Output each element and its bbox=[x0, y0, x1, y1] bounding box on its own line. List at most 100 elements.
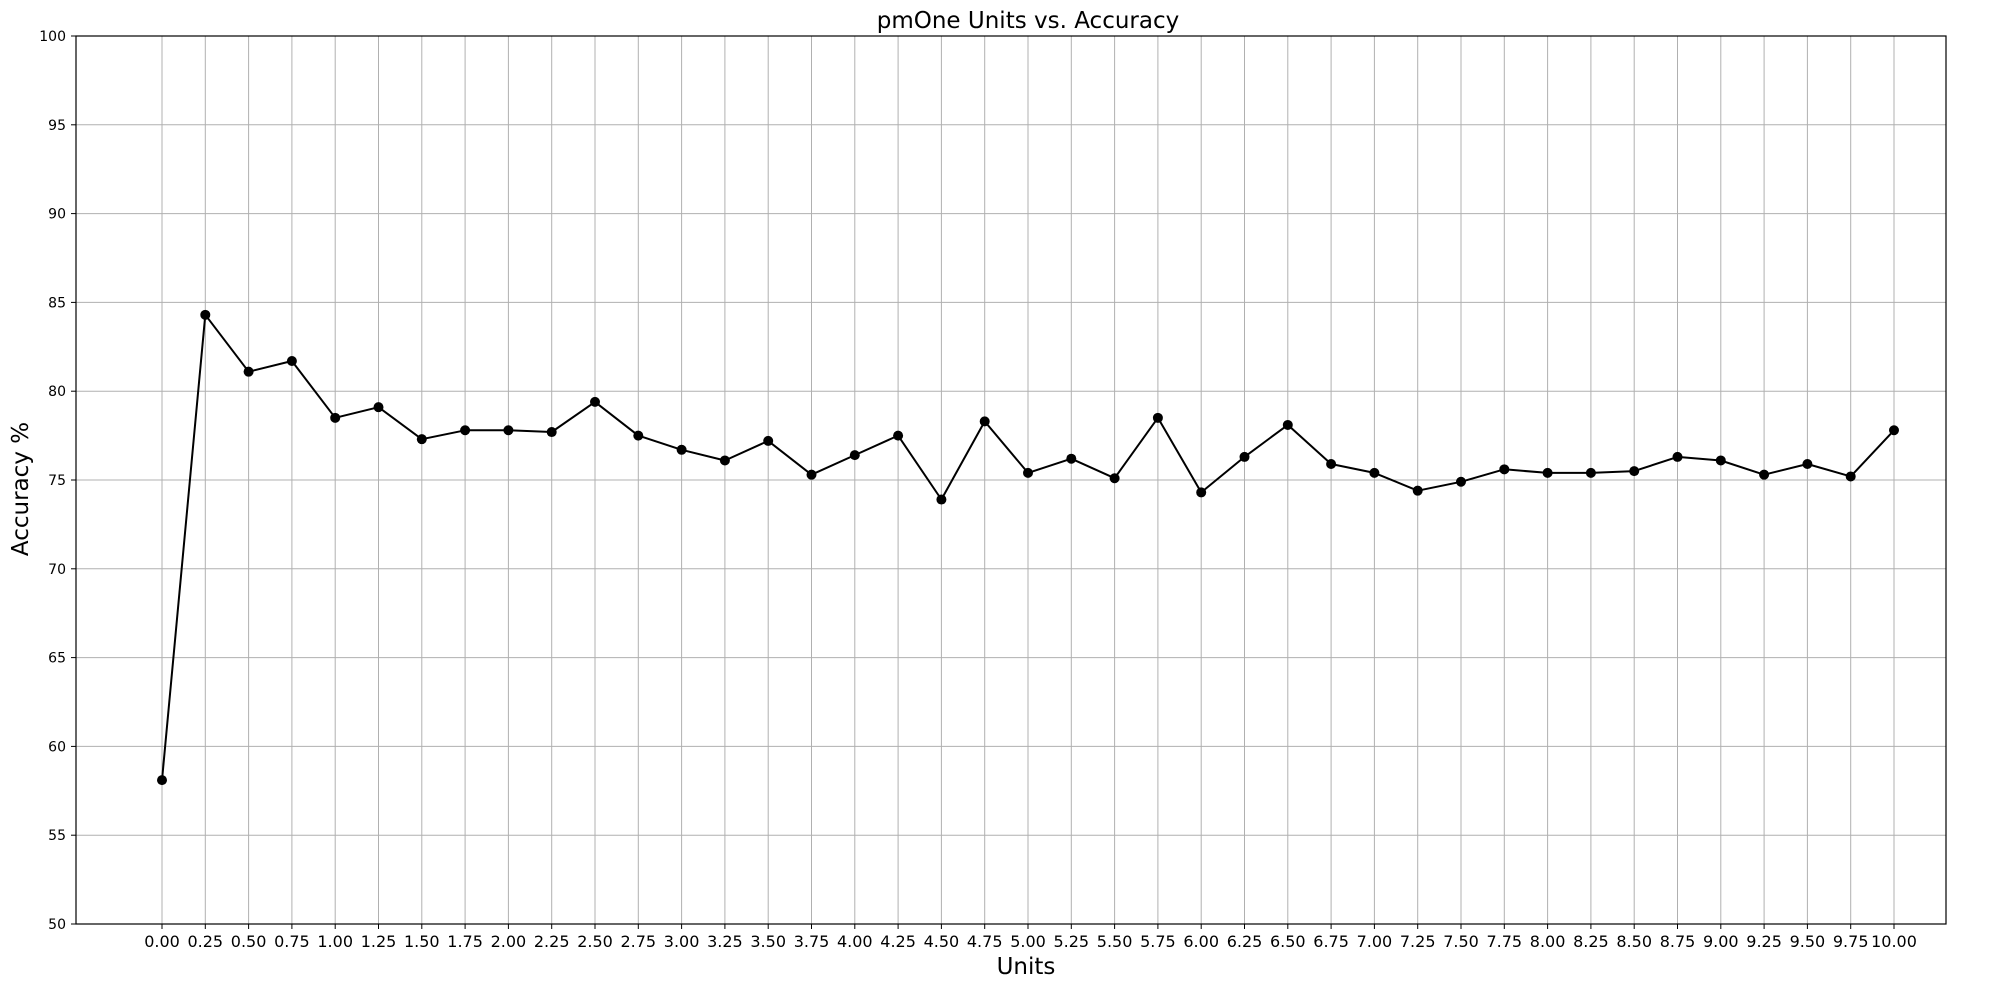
data-point bbox=[719, 455, 730, 466]
data-point bbox=[157, 775, 167, 786]
x-tick-label: 9.50 bbox=[1790, 932, 1826, 951]
data-point bbox=[806, 469, 817, 480]
x-tick-label: 7.25 bbox=[1400, 932, 1436, 951]
x-tick-label: 4.25 bbox=[880, 932, 916, 951]
data-point bbox=[1412, 485, 1423, 496]
data-point bbox=[1542, 467, 1553, 478]
grid bbox=[76, 35, 1946, 925]
x-tick-label: 5.75 bbox=[1140, 932, 1176, 951]
x-tick-label: 4.00 bbox=[837, 932, 873, 951]
y-tick-label: 55 bbox=[48, 828, 66, 844]
y-tick-label: 75 bbox=[48, 473, 66, 489]
x-tick-label: 6.75 bbox=[1313, 932, 1349, 951]
y-tick-label: 100 bbox=[39, 29, 66, 45]
x-axis-label: Units bbox=[997, 954, 1056, 980]
x-tick-label: 4.75 bbox=[967, 932, 1003, 951]
x-tick-label: 7.75 bbox=[1486, 932, 1522, 951]
y-tick-label: 70 bbox=[48, 562, 66, 578]
x-tick-label: 1.75 bbox=[447, 932, 483, 951]
data-point bbox=[460, 425, 471, 436]
data-point bbox=[590, 396, 600, 407]
y-tick-label: 60 bbox=[48, 739, 66, 755]
x-tick-label: 8.00 bbox=[1530, 932, 1566, 951]
data-point bbox=[1585, 467, 1596, 478]
data-point bbox=[1889, 425, 1899, 436]
data-point bbox=[1326, 459, 1337, 470]
plot-frame bbox=[75, 35, 1947, 925]
x-tick-label: 5.25 bbox=[1053, 932, 1089, 951]
data-point bbox=[1629, 466, 1640, 477]
data-point bbox=[676, 444, 687, 455]
data-point bbox=[200, 309, 211, 320]
x-tick-label: 2.25 bbox=[534, 932, 570, 951]
data-point bbox=[893, 430, 904, 441]
data-point bbox=[1066, 453, 1077, 464]
x-tick-labels: 0.00 0.25 0.50 0.75 1.00 1.25 1.50 1.75 2.00 2.25… bbox=[144, 924, 1917, 951]
x-tick-label: 2.50 bbox=[577, 932, 613, 951]
data-point bbox=[1369, 467, 1380, 478]
data-point bbox=[1196, 487, 1207, 498]
data-point bbox=[330, 412, 341, 423]
y-tick-label: 80 bbox=[48, 384, 66, 400]
x-tick-label: 8.75 bbox=[1660, 932, 1696, 951]
x-tick-label: 6.25 bbox=[1227, 932, 1263, 951]
data-point bbox=[1802, 459, 1813, 470]
data-point bbox=[979, 416, 990, 427]
x-tick-label: 5.50 bbox=[1097, 932, 1133, 951]
data-point bbox=[503, 425, 514, 436]
x-tick-label: 4.50 bbox=[924, 932, 960, 951]
data-point bbox=[1759, 469, 1770, 480]
x-tick-label: 3.00 bbox=[664, 932, 700, 951]
x-tick-label: 9.75 bbox=[1833, 932, 1869, 951]
data-point bbox=[936, 494, 947, 505]
data-point bbox=[1715, 455, 1726, 466]
data-point bbox=[1152, 412, 1163, 423]
x-tick-label: 0.75 bbox=[274, 932, 310, 951]
x-tick-label: 9.00 bbox=[1703, 932, 1739, 951]
data-point bbox=[286, 356, 297, 367]
x-tick-label: 8.25 bbox=[1573, 932, 1609, 951]
data-point bbox=[1456, 476, 1466, 487]
y-tick-labels: 50 55 60 65 70 75 80 85 90 95 100 bbox=[39, 29, 76, 933]
x-tick-label: 10.00 bbox=[1871, 932, 1917, 951]
x-tick-label: 2.00 bbox=[491, 932, 527, 951]
x-tick-label: 6.00 bbox=[1183, 932, 1219, 951]
x-tick-label: 0.25 bbox=[187, 932, 223, 951]
x-tick-label: 3.75 bbox=[794, 932, 830, 951]
x-tick-label: 8.50 bbox=[1616, 932, 1652, 951]
x-tick-label: 5.00 bbox=[1010, 932, 1046, 951]
data-point bbox=[546, 427, 557, 438]
x-tick-label: 7.50 bbox=[1443, 932, 1479, 951]
x-tick-label: 6.50 bbox=[1270, 932, 1306, 951]
y-tick-label: 85 bbox=[48, 295, 66, 311]
x-tick-label: 9.25 bbox=[1746, 932, 1782, 951]
data-point bbox=[1023, 467, 1033, 478]
data-point bbox=[243, 366, 254, 377]
data-point bbox=[1845, 471, 1856, 482]
x-tick-label: 7.00 bbox=[1357, 932, 1393, 951]
data-point bbox=[416, 434, 427, 445]
data-point bbox=[1282, 419, 1293, 430]
data-point bbox=[1672, 451, 1683, 462]
y-tick-label: 95 bbox=[48, 118, 66, 134]
y-axis-label: Accuracy % bbox=[8, 422, 34, 556]
x-tick-label: 0.50 bbox=[231, 932, 267, 951]
x-tick-label: 0.00 bbox=[144, 932, 180, 951]
data-point bbox=[849, 450, 860, 461]
data-point bbox=[633, 430, 644, 441]
data-point bbox=[373, 402, 384, 413]
x-tick-label: 3.25 bbox=[707, 932, 743, 951]
series-group bbox=[157, 309, 1899, 786]
x-tick-label: 1.00 bbox=[317, 932, 353, 951]
chart-title: pmOne Units vs. Accuracy bbox=[877, 8, 1179, 34]
y-tick-label: 90 bbox=[48, 207, 66, 223]
x-tick-label: 1.50 bbox=[404, 932, 440, 951]
data-point bbox=[1499, 464, 1510, 475]
x-tick-label: 3.50 bbox=[750, 932, 786, 951]
data-point bbox=[1239, 451, 1250, 462]
data-point bbox=[1109, 473, 1120, 484]
x-tick-label: 2.75 bbox=[620, 932, 656, 951]
y-tick-label: 65 bbox=[48, 651, 66, 667]
y-tick-label: 50 bbox=[48, 917, 66, 933]
